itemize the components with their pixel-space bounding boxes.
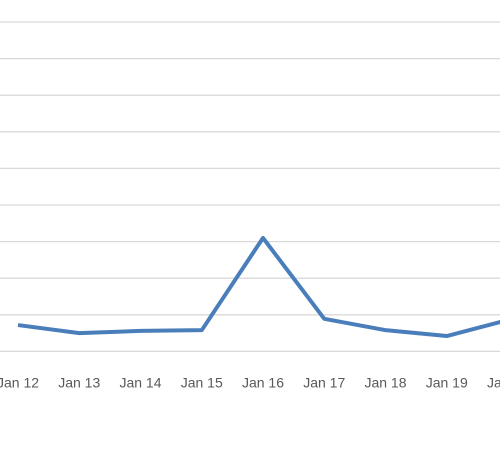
x-tick-label: Jan 19 [426, 375, 468, 391]
x-tick-label: Jan 15 [181, 375, 223, 391]
x-tick-label: Jan 13 [58, 375, 100, 391]
data-line [17, 235, 500, 339]
x-tick-label: Jan 20 [487, 375, 500, 391]
x-tick-label: Jan 12 [0, 375, 39, 391]
x-tick-label: Jan 18 [364, 375, 406, 391]
x-tick-label: Jan 16 [242, 375, 284, 391]
x-tick-label: Jan 17 [303, 375, 345, 391]
x-tick-label: Jan 14 [119, 375, 161, 391]
